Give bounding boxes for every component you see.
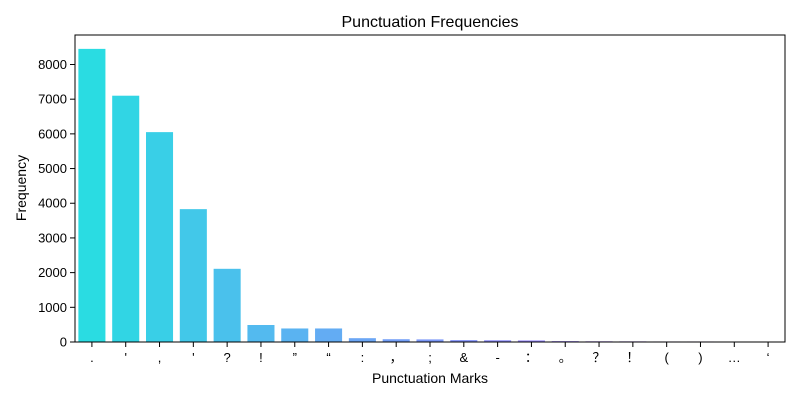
bar [450, 340, 478, 342]
x-tick-label: ) [698, 350, 702, 365]
y-tick-label: 0 [60, 335, 67, 350]
bar [112, 95, 140, 343]
bar [281, 328, 309, 342]
x-tick-label: ; [428, 350, 432, 365]
bars [78, 48, 782, 343]
bar [146, 132, 174, 342]
y-axis: 0 1000 2000 3000 4000 5000 6000 7000 8000 [38, 57, 75, 350]
y-tick-label: 7000 [38, 92, 67, 107]
bar [517, 340, 545, 342]
bar [78, 48, 106, 343]
x-tick-label: ' [124, 350, 126, 365]
x-tick-label: ‘ [767, 350, 770, 365]
y-axis-label: Frequency [13, 155, 29, 221]
bar [315, 328, 343, 342]
y-tick-label: 5000 [38, 161, 67, 176]
x-tick-label: ， [390, 350, 403, 365]
x-tick-label: , [158, 350, 162, 365]
x-axis: . ', '?! ” “: ，; & - ： 。 ？ ！ () … ‘ [90, 342, 770, 365]
y-tick-label: 4000 [38, 196, 67, 211]
x-tick-label: … [728, 350, 741, 365]
plot-frame [74, 34, 786, 343]
x-tick-label: 。 [559, 350, 572, 365]
x-tick-label: & [459, 350, 468, 365]
x-tick-label: “ [326, 350, 330, 365]
y-tick-label: 8000 [38, 57, 67, 72]
bar [484, 340, 512, 342]
x-tick-label: ( [664, 350, 669, 365]
x-tick-label: ： [525, 350, 538, 365]
x-tick-label: ” [293, 350, 297, 365]
bar [179, 209, 207, 342]
bar [382, 339, 410, 342]
x-axis-label: Punctuation Marks [372, 370, 488, 386]
x-tick-label: ' [192, 350, 194, 365]
x-tick-label: ? [224, 350, 231, 365]
bar [416, 339, 444, 342]
x-tick-label: ! [259, 350, 263, 365]
chart-title: Punctuation Frequencies [342, 14, 519, 31]
x-tick-label: ！ [626, 350, 639, 365]
x-tick-label: . [90, 350, 94, 365]
x-tick-label: ？ [593, 350, 606, 365]
y-tick-label: 3000 [38, 230, 67, 245]
bar [247, 325, 275, 342]
y-tick-label: 2000 [38, 265, 67, 280]
y-tick-label: 6000 [38, 126, 67, 141]
x-tick-label: - [495, 350, 499, 365]
y-tick-label: 1000 [38, 300, 67, 315]
bar [348, 338, 376, 342]
x-tick-label: : [361, 350, 365, 365]
bar [213, 268, 241, 342]
